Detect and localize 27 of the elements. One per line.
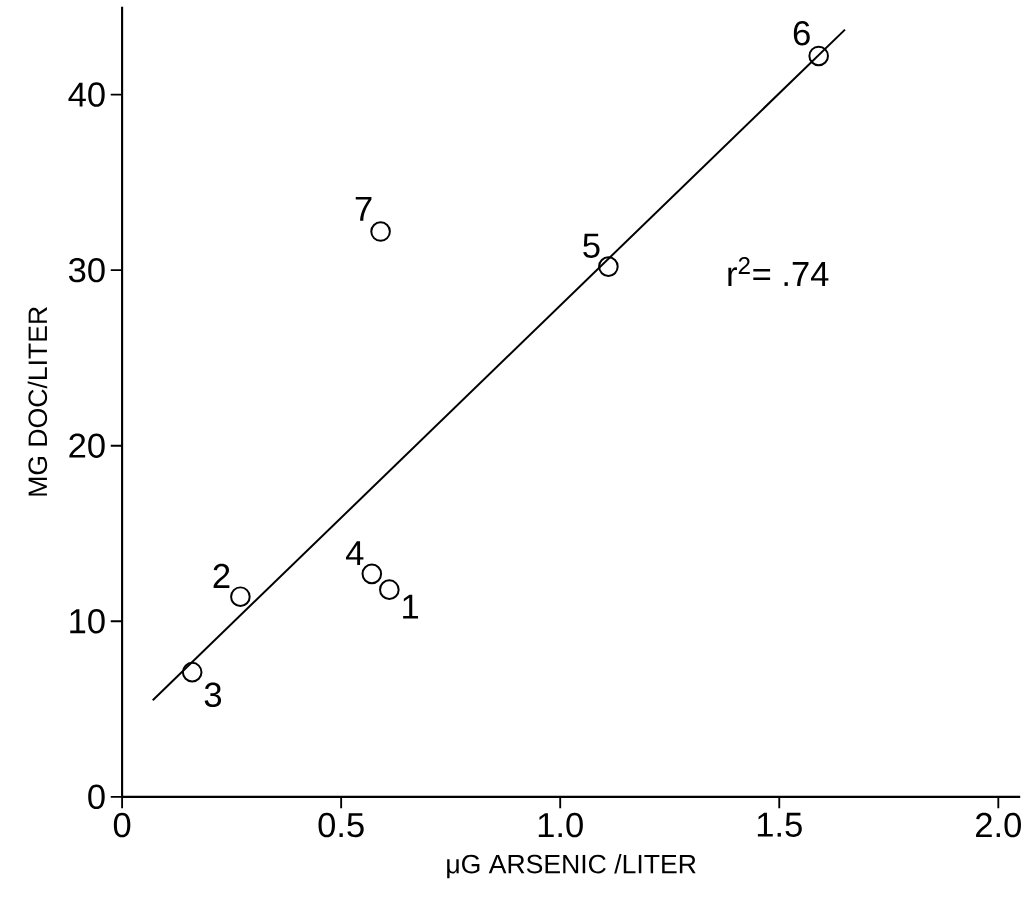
y-tick-label: 0 [88,784,105,810]
annotation: r$^{2}$= .74 [728,257,829,286]
x-tick-label: 2.0 [976,812,1021,838]
point [181,661,203,683]
y-tick-label: 30 [68,257,105,283]
x-tick-label: 1.0 [538,812,583,838]
y-tick-label: 20 [69,433,105,458]
x-tick-label: 1.5 [757,812,802,837]
annotation: 2 [213,563,230,588]
x-axis-title: μG ARSENIC /LITER [447,854,696,879]
point [598,256,619,277]
annotation: 4 [345,541,364,565]
y-tick-label: 10 [70,609,105,634]
point [808,45,829,67]
point [370,221,391,242]
point [361,563,383,585]
x-tick-label: 0.5 [318,812,364,838]
y-axis-title: MG DOC/LITER [27,307,48,496]
y-tick-label: 40 [68,82,105,107]
annotation: 5 [583,233,600,258]
point [230,586,251,607]
annotation: 1 [403,594,419,619]
annotation: 3 [204,682,222,708]
annotation: 7 [355,196,372,221]
x-tick-label: 0 [113,812,131,838]
point [379,579,400,600]
annotation: 6 [793,21,810,46]
